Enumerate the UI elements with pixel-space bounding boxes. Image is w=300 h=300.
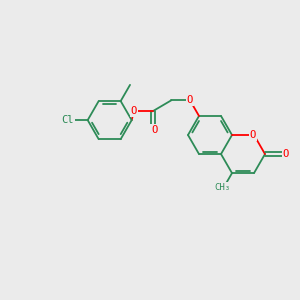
Text: Cl: Cl [62, 115, 74, 125]
Text: O: O [250, 130, 256, 140]
Text: CH₃: CH₃ [214, 183, 231, 192]
Text: O: O [283, 149, 289, 159]
Text: O: O [152, 125, 158, 135]
Text: O: O [187, 95, 193, 105]
Text: O: O [131, 106, 137, 116]
